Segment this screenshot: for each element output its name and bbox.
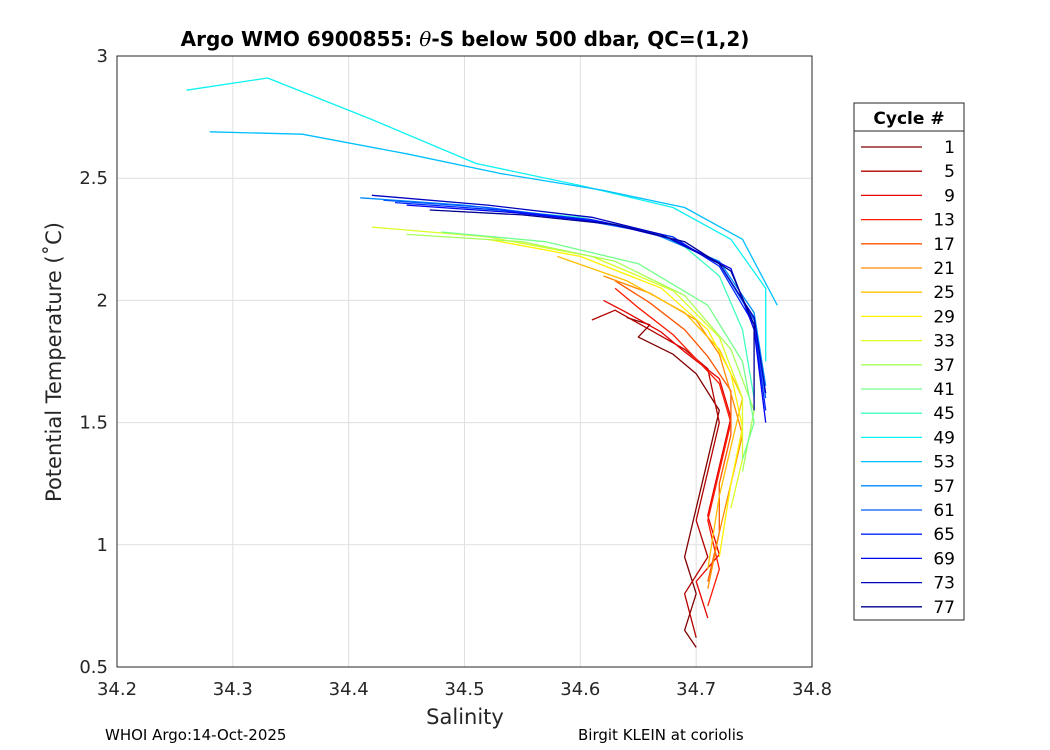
legend-label: 45 xyxy=(933,404,955,424)
x-axis-label: Salinity xyxy=(426,705,504,729)
legend-label: 41 xyxy=(933,380,955,400)
legend-label: 1 xyxy=(944,138,955,158)
y-tick-label: 1 xyxy=(97,535,108,556)
series-layer xyxy=(186,77,778,648)
footer-right: Birgit KLEIN at coriolis xyxy=(578,726,744,744)
y-axis-label: Potential Temperature (˚C) xyxy=(42,222,66,502)
x-tick-labels: 34.2 34.3 34.4 34.5 34.6 34.7 34.8 xyxy=(97,679,832,700)
series-line-cycle-29 xyxy=(487,238,744,558)
series-line-cycle-73 xyxy=(371,194,767,394)
x-tick-label: 34.3 xyxy=(213,679,253,700)
x-tick-label: 34.4 xyxy=(329,679,369,700)
y-tick-label: 1.5 xyxy=(79,413,108,434)
legend-label: 29 xyxy=(933,307,955,327)
x-tick-label: 34.6 xyxy=(560,679,600,700)
footer-left: WHOI Argo:14-Oct-2025 xyxy=(105,726,287,744)
x-tick-label: 34.7 xyxy=(676,679,716,700)
legend-label: 69 xyxy=(933,549,955,569)
legend-label: 65 xyxy=(933,525,955,545)
legend-title: Cycle # xyxy=(873,109,944,129)
legend-label: 33 xyxy=(933,332,955,352)
series-line-cycle-17 xyxy=(614,280,732,582)
legend-label: 57 xyxy=(933,477,955,497)
legend-label: 5 xyxy=(944,162,955,182)
x-tick-label: 34.2 xyxy=(97,679,137,700)
series-line-cycle-41 xyxy=(441,231,755,460)
legend: Cycle # 1 5 9 13 17 21 25 29 33 37 41 45 49 53 57 61 65 6… xyxy=(853,102,965,621)
series-line-cycle-1 xyxy=(626,316,720,648)
series-line-cycle-53 xyxy=(209,131,778,306)
chart-title: Argo WMO 6900855: θ-S below 500 dbar, QC… xyxy=(181,27,750,51)
legend-label: 49 xyxy=(933,428,955,448)
legend-label: 9 xyxy=(944,186,955,206)
y-tick-label: 2.5 xyxy=(79,168,108,189)
y-tick-label: 3 xyxy=(97,46,108,67)
series-line-cycle-45 xyxy=(464,206,755,399)
y-tick-label: 0.5 xyxy=(79,657,108,678)
legend-label: 25 xyxy=(933,283,955,303)
y-tick-label: 2 xyxy=(97,290,108,311)
series-line-cycle-13 xyxy=(614,287,732,607)
legend-label: 37 xyxy=(933,356,955,376)
legend-label: 77 xyxy=(933,598,955,618)
legend-label: 21 xyxy=(933,259,955,279)
plot-frame xyxy=(116,55,813,668)
legend-label: 53 xyxy=(933,453,955,473)
y-tick-labels: 0.5 1 1.5 2 2.5 3 xyxy=(79,46,108,678)
legend-label: 61 xyxy=(933,501,955,521)
series-line-cycle-49 xyxy=(186,77,767,362)
legend-entries: 1 5 9 13 17 21 25 29 33 37 41 45 49 53 57 61 65 69 73 77 xyxy=(861,138,955,618)
series-line-cycle-77 xyxy=(429,209,755,411)
series-line-cycle-5 xyxy=(591,309,720,638)
x-tick-label: 34.8 xyxy=(792,679,832,700)
legend-label: 73 xyxy=(933,574,955,594)
x-tick-label: 34.5 xyxy=(444,679,484,700)
legend-label: 17 xyxy=(933,235,955,255)
legend-label: 13 xyxy=(933,211,955,231)
